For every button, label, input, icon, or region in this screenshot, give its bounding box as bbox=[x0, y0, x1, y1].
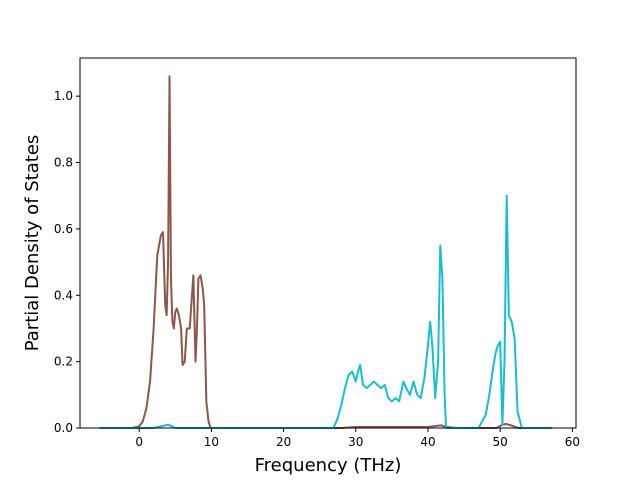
x-tick-label: 60 bbox=[565, 435, 580, 449]
y-axis-label: Partial Density of States bbox=[22, 135, 43, 352]
series-line-2 bbox=[99, 194, 553, 429]
series-layer bbox=[99, 75, 553, 429]
x-tick-label: 20 bbox=[276, 435, 291, 449]
x-tick-label: 0 bbox=[135, 435, 143, 449]
x-tick-label: 50 bbox=[493, 435, 508, 449]
x-tick-label: 40 bbox=[420, 435, 435, 449]
y-tick-label: 0.0 bbox=[54, 421, 73, 435]
x-tick-label: 30 bbox=[348, 435, 363, 449]
x-axis-label: Frequency (THz) bbox=[255, 455, 402, 476]
y-tick-label: 0.4 bbox=[54, 288, 73, 302]
x-tick-label: 10 bbox=[204, 435, 219, 449]
plot-frame bbox=[79, 57, 577, 429]
tick-layer: 0 10 20 30 40 50 60 0.0 0.2 0.4 0.6 0.8 1.0 bbox=[54, 89, 580, 449]
y-tick-label: 0.6 bbox=[54, 222, 73, 236]
y-tick-label: 0.2 bbox=[54, 355, 73, 369]
series-line-1 bbox=[99, 75, 553, 429]
y-tick-label: 0.8 bbox=[54, 156, 73, 170]
y-tick-label: 1.0 bbox=[54, 89, 73, 103]
